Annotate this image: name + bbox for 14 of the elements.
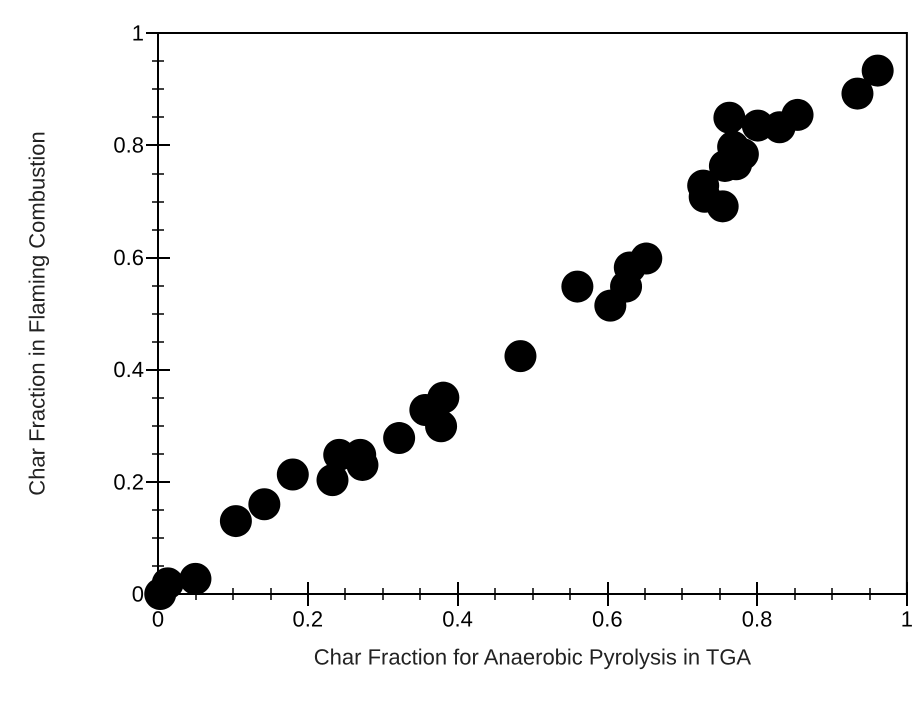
x-tick-label: 0 — [152, 606, 164, 632]
x-tick-label: 0.2 — [292, 606, 324, 632]
x-tick-label: 0.6 — [592, 606, 623, 632]
x-axis-title: Char Fraction for Anaerobic Pyrolysis in TGA — [314, 644, 752, 670]
y-tick-label: 0.4 — [113, 357, 144, 382]
y-tick-label: 1 — [132, 20, 144, 46]
x-tick-label: 0.4 — [442, 606, 473, 632]
y-tick-label: 0 — [132, 582, 144, 606]
x-tick-label: 1 — [900, 606, 914, 632]
y-tick-label: 0.2 — [113, 469, 144, 494]
y-tick-label: 0.8 — [113, 132, 144, 158]
y-axis-title: Char Fraction in Flaming Combustion — [24, 131, 50, 496]
x-tick-label: 0.8 — [742, 606, 772, 632]
y-tick-label: 0.6 — [113, 244, 144, 270]
